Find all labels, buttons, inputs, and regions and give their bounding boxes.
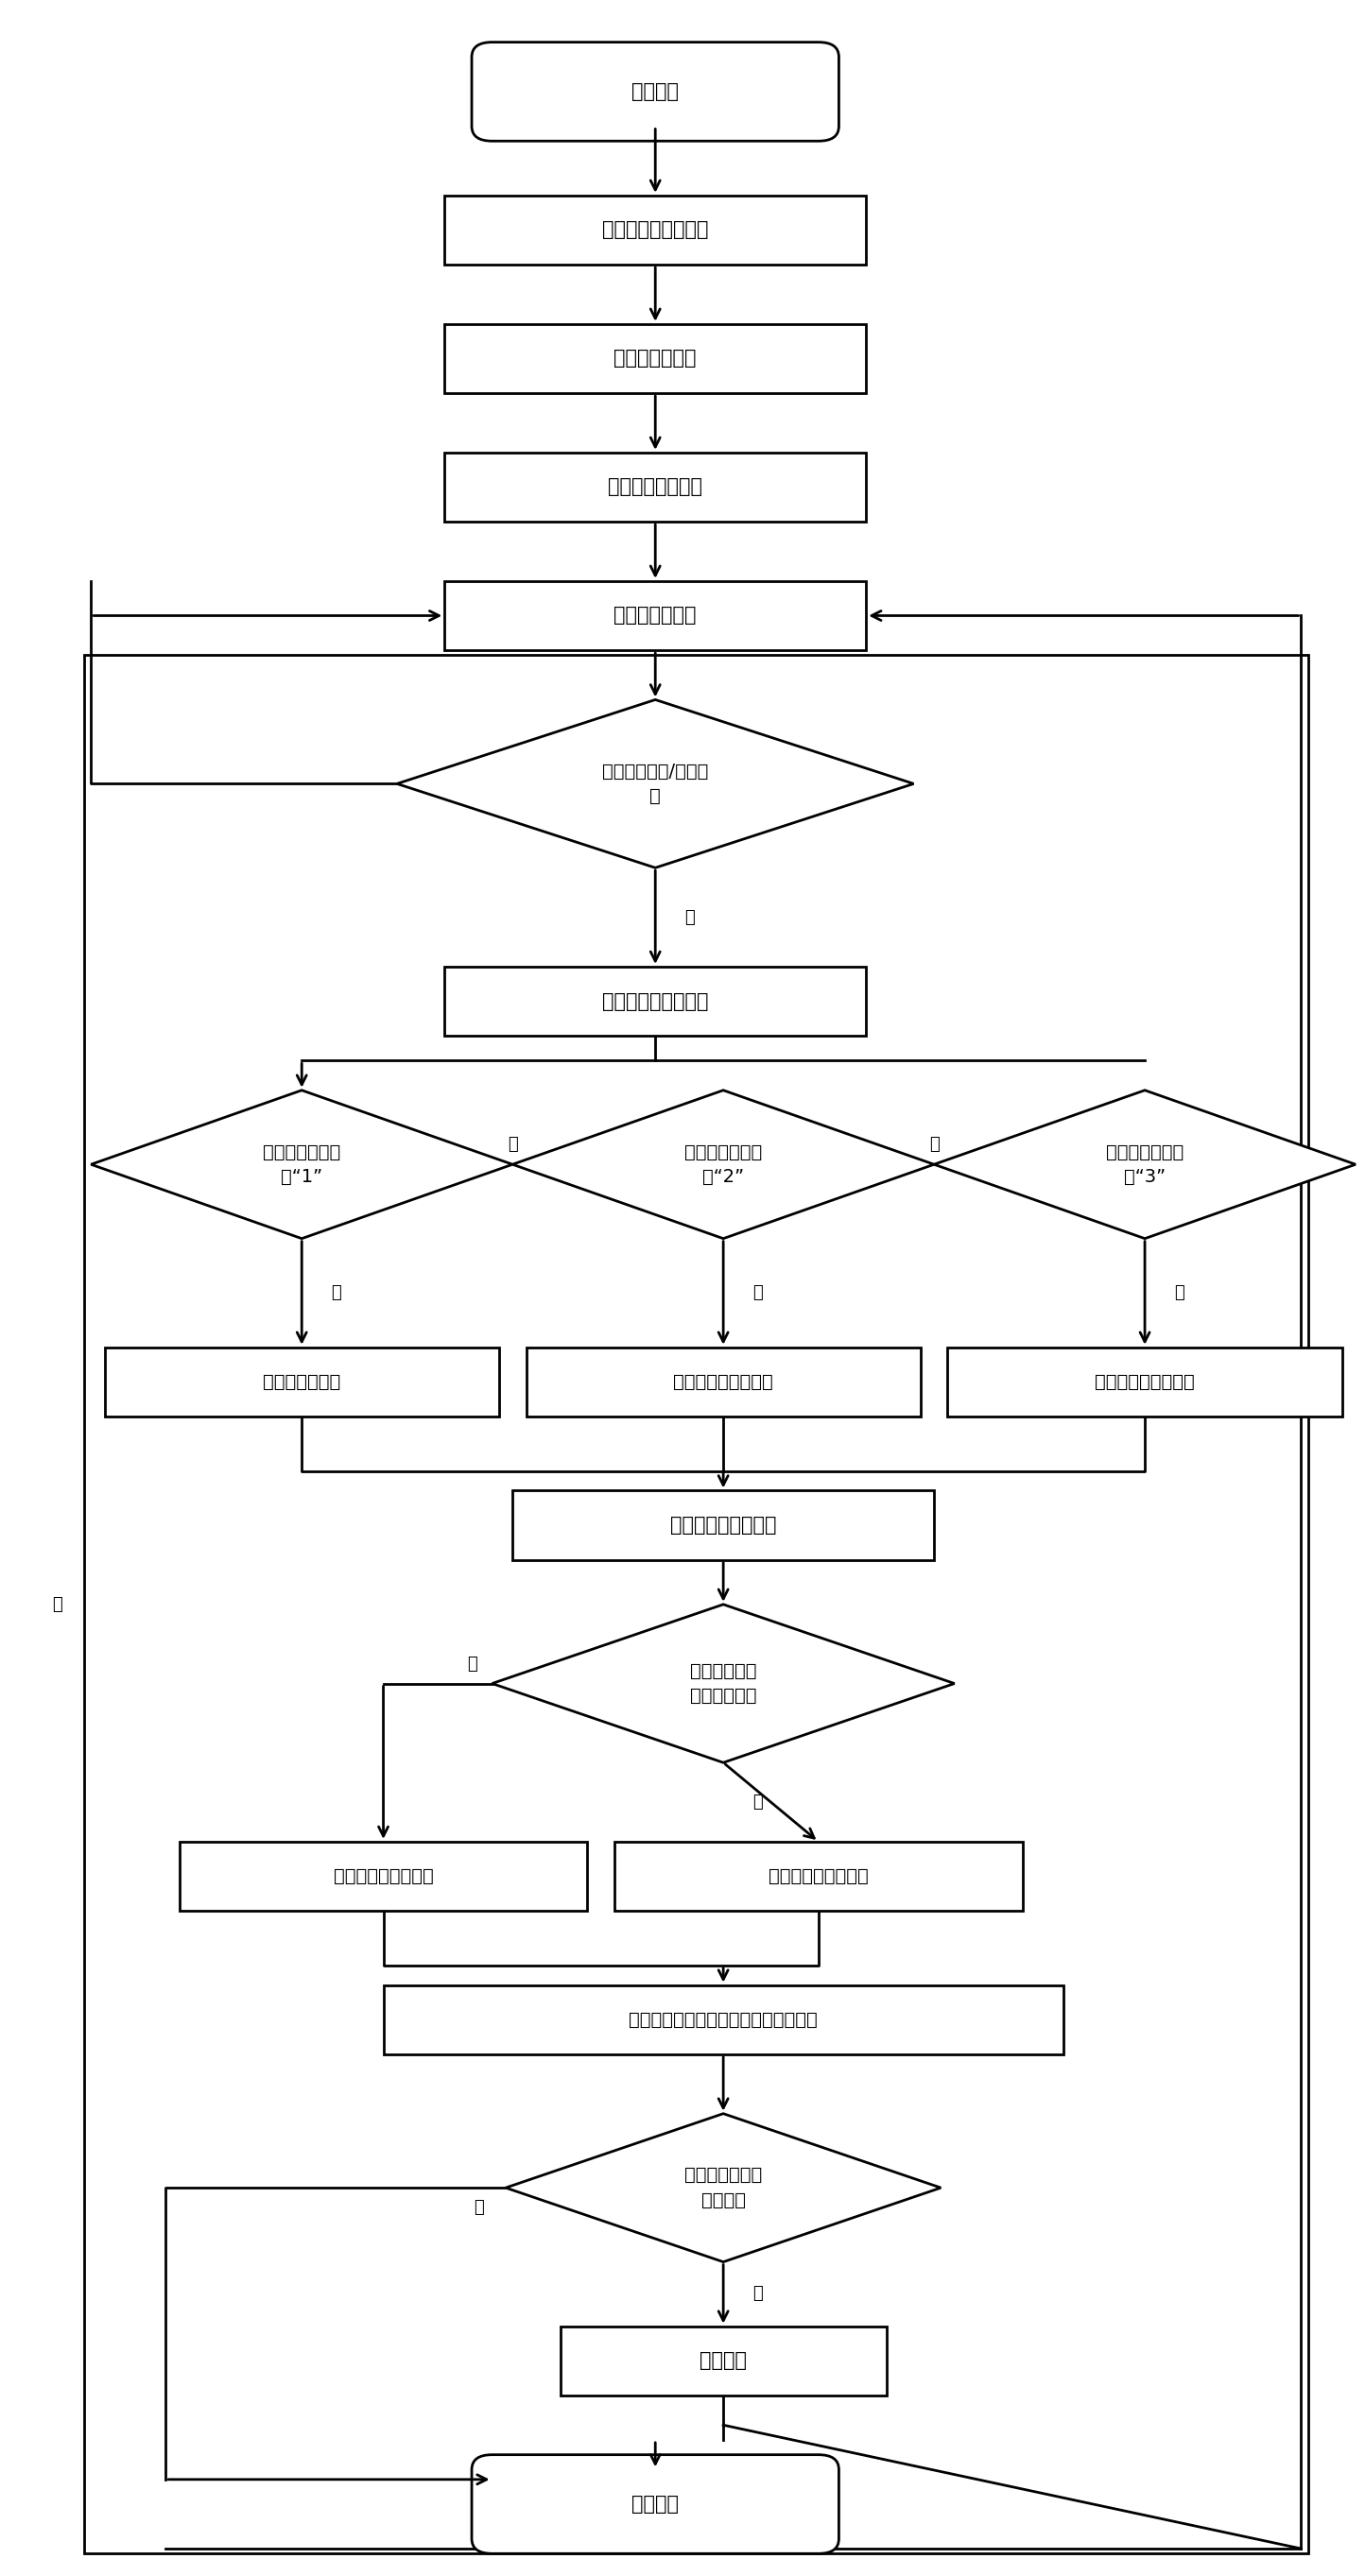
Polygon shape bbox=[91, 1090, 512, 1239]
Bar bbox=[512, 1492, 934, 1561]
FancyBboxPatch shape bbox=[472, 2455, 839, 2553]
Bar bbox=[179, 1842, 587, 1911]
Text: 字符串转换为浮点数: 字符串转换为浮点数 bbox=[670, 1515, 777, 1535]
Text: 数值是否大于
报警温度初值: 数值是否大于 报警温度初值 bbox=[689, 1662, 756, 1705]
Text: 否: 否 bbox=[474, 2200, 483, 2215]
Bar bbox=[526, 1347, 920, 1417]
Text: 是: 是 bbox=[752, 2285, 763, 2303]
Text: 是: 是 bbox=[752, 1285, 763, 1301]
Text: 是: 是 bbox=[752, 1793, 763, 1811]
Text: 否: 否 bbox=[930, 1136, 939, 1154]
Text: 程序开始: 程序开始 bbox=[632, 82, 678, 100]
Bar bbox=[445, 453, 865, 523]
Text: 否: 否 bbox=[684, 909, 695, 925]
Text: 报警温度初始化: 报警温度初始化 bbox=[614, 350, 696, 368]
Text: 是否发送字符串
为“1”: 是否发送字符串 为“1” bbox=[263, 1144, 341, 1185]
Text: 串口、波特率初始化: 串口、波特率初始化 bbox=[602, 222, 708, 240]
Bar bbox=[85, 654, 1308, 2553]
Text: 是否发送字符串
为“3”: 是否发送字符串 为“3” bbox=[1106, 1144, 1183, 1185]
Bar bbox=[445, 582, 865, 649]
Text: 否: 否 bbox=[467, 1656, 476, 1672]
Text: 报警灯不亮，声不响: 报警灯不亮，声不响 bbox=[333, 1868, 433, 1886]
Bar bbox=[947, 1347, 1342, 1417]
Text: 是够点击启动/停止按
钮: 是够点击启动/停止按 钮 bbox=[602, 762, 708, 806]
Polygon shape bbox=[512, 1090, 934, 1239]
Polygon shape bbox=[506, 2112, 940, 2262]
Text: 是否发送字符串
为“2”: 是否发送字符串 为“2” bbox=[684, 1144, 762, 1185]
Bar bbox=[445, 196, 865, 265]
Bar bbox=[560, 2326, 886, 2396]
Text: 数据保存: 数据保存 bbox=[700, 2352, 747, 2370]
Text: 读取周期初始化: 读取周期初始化 bbox=[614, 605, 696, 626]
Text: 接收两位小数字符串: 接收两位小数字符串 bbox=[1095, 1373, 1194, 1391]
Text: 是: 是 bbox=[1174, 1285, 1183, 1301]
Text: 接收一位小数字符串: 接收一位小数字符串 bbox=[673, 1373, 774, 1391]
Text: 是: 是 bbox=[52, 1597, 61, 1613]
FancyBboxPatch shape bbox=[472, 41, 839, 142]
Polygon shape bbox=[397, 701, 913, 868]
Polygon shape bbox=[934, 1090, 1355, 1239]
Polygon shape bbox=[493, 1605, 954, 1762]
Text: 发送字符串至单片机: 发送字符串至单片机 bbox=[602, 992, 708, 1010]
Text: 是: 是 bbox=[330, 1285, 341, 1301]
Bar bbox=[445, 966, 865, 1036]
Text: 是否初始化数据
输出路径: 是否初始化数据 输出路径 bbox=[684, 2166, 762, 2210]
Text: 报警灯亮，报警声响: 报警灯亮，报警声响 bbox=[768, 1868, 868, 1886]
Text: 时间、日期初始化: 时间、日期初始化 bbox=[607, 477, 703, 497]
Bar bbox=[384, 1986, 1063, 2053]
Text: 否: 否 bbox=[508, 1136, 517, 1154]
Text: 接收整数字符串: 接收整数字符串 bbox=[263, 1373, 341, 1391]
Bar bbox=[614, 1842, 1022, 1911]
Bar bbox=[445, 325, 865, 394]
Bar bbox=[105, 1347, 500, 1417]
Text: 数值显示在波形图、温度计及实时温度: 数值显示在波形图、温度计及实时温度 bbox=[629, 2012, 818, 2030]
Text: 程序结束: 程序结束 bbox=[632, 2494, 678, 2514]
